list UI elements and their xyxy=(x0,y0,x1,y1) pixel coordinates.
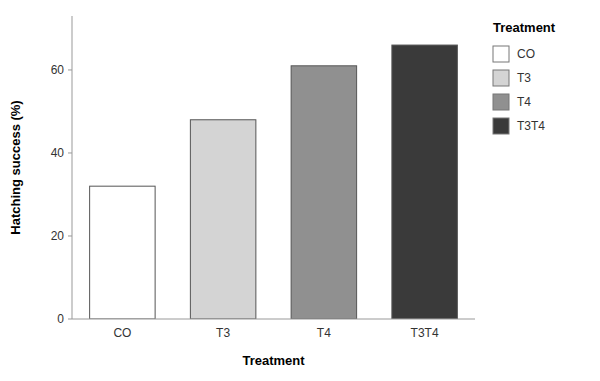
bar xyxy=(392,45,457,319)
y-tick-label: 20 xyxy=(51,229,65,243)
x-tick-label: CO xyxy=(113,326,131,340)
x-tick-label: T4 xyxy=(317,326,331,340)
legend-swatch xyxy=(493,94,509,110)
x-axis-line xyxy=(72,319,475,320)
legend-label: T4 xyxy=(517,95,531,109)
y-tick-label: 40 xyxy=(51,146,65,160)
legend-label: T3T4 xyxy=(517,119,545,133)
x-tick-label: T3 xyxy=(216,326,230,340)
bar xyxy=(291,66,356,319)
legend: TreatmentCOT3T4T3T4 xyxy=(493,20,556,134)
legend-label: CO xyxy=(517,47,535,61)
x-tick-label: T3T4 xyxy=(411,326,439,340)
legend-swatch xyxy=(493,118,509,134)
y-tick xyxy=(68,235,72,236)
y-tick xyxy=(68,69,72,70)
legend-swatch xyxy=(493,46,509,62)
y-axis-label: Hatching success (%) xyxy=(8,100,23,234)
chart-container: 0204060COT3T4T3T4TreatmentHatching succe… xyxy=(0,0,600,381)
chart-svg: 0204060COT3T4T3T4TreatmentHatching succe… xyxy=(0,0,600,381)
y-tick-label: 0 xyxy=(57,312,64,326)
y-tick xyxy=(68,152,72,153)
legend-swatch xyxy=(493,70,509,86)
bar xyxy=(190,120,255,319)
x-axis-label: Treatment xyxy=(242,353,305,368)
bar xyxy=(90,186,155,319)
legend-label: T3 xyxy=(517,71,531,85)
y-tick xyxy=(68,319,72,320)
legend-title: Treatment xyxy=(493,20,556,35)
y-axis-line xyxy=(72,16,73,319)
y-tick-label: 60 xyxy=(51,63,65,77)
bars xyxy=(90,45,458,319)
